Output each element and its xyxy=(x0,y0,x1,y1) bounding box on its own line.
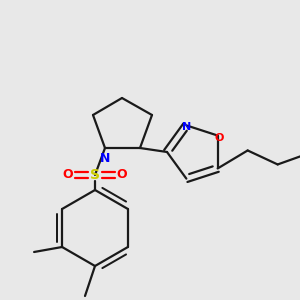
Text: O: O xyxy=(117,169,127,182)
Text: S: S xyxy=(90,168,100,182)
Text: N: N xyxy=(100,152,110,164)
Text: O: O xyxy=(63,169,73,182)
Text: O: O xyxy=(215,133,224,142)
Text: N: N xyxy=(182,122,191,132)
